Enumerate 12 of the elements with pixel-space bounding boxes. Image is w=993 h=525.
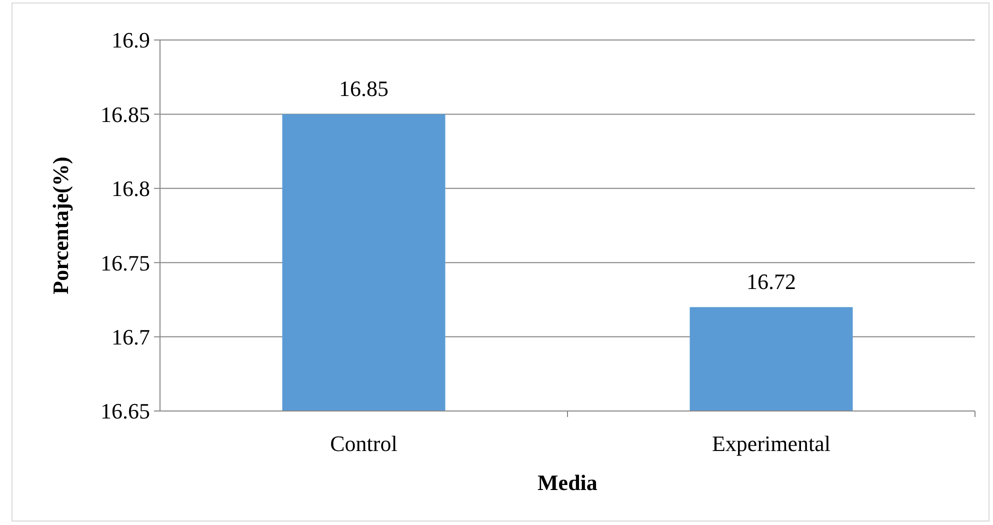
y-tick-label: 16.9 (112, 28, 150, 53)
data-label: 16.85 (339, 76, 388, 102)
y-axis-title: Porcentaje(%) (48, 156, 73, 294)
y-tick-label: 16.85 (100, 102, 150, 127)
x-tick-label: Control (330, 431, 398, 456)
y-tick-label: 16.7 (112, 324, 150, 350)
x-tick-label: Experimental (712, 431, 831, 456)
y-tick-label: 16.65 (100, 398, 150, 424)
y-tick-label: 16.8 (112, 176, 150, 202)
x-axis-title: Media (538, 470, 598, 495)
data-label: 16.72 (746, 269, 796, 294)
y-tick-label: 16.75 (100, 250, 150, 276)
